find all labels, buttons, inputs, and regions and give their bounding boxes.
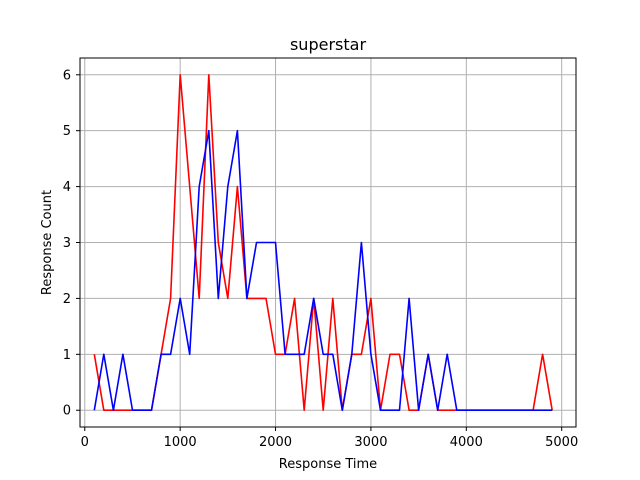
- series-line-2: [93, 129, 553, 412]
- y-axis-label: Response Count: [40, 190, 55, 295]
- grid-lines: [80, 58, 576, 427]
- y-tick-label: 4: [63, 180, 71, 195]
- series-lines: [93, 74, 553, 412]
- x-tick-label: 5000: [545, 435, 578, 450]
- axis-ticks: 0 1000 2000 3000 4000 5000 0 1 2 3 4 5 6: [63, 68, 579, 450]
- x-tick-label: 4000: [450, 435, 483, 450]
- y-tick-label: 5: [63, 124, 71, 139]
- x-tick-label: 0: [81, 435, 89, 450]
- x-tick-label: 3000: [354, 435, 387, 450]
- x-axis-label: Response Time: [279, 457, 377, 472]
- x-tick-label: 1000: [164, 435, 197, 450]
- y-tick-label: 6: [63, 68, 71, 83]
- y-tick-label: 0: [63, 404, 71, 419]
- y-tick-label: 2: [63, 292, 71, 307]
- x-tick-label: 2000: [259, 435, 292, 450]
- chart-title: superstar: [290, 35, 366, 54]
- y-tick-label: 3: [63, 236, 71, 251]
- y-tick-label: 1: [63, 348, 71, 363]
